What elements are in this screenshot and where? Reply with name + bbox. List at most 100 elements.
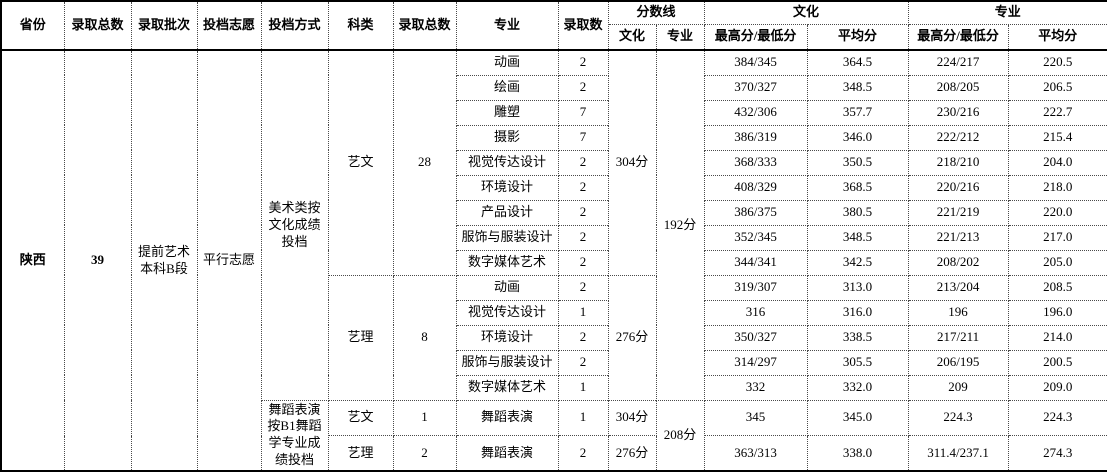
- count-cell: 1: [557, 399, 609, 437]
- count-cell: 1: [557, 374, 609, 401]
- header-row-1: 省份 录取总数 录取批次 投档志愿 投档方式 科类 录取总数 专业 录取数 分数…: [0, 0, 1107, 51]
- method-cell: 美术类按文化成绩投档: [260, 49, 329, 401]
- major-maxmin-cell: 208/205: [907, 74, 1009, 101]
- culture-maxmin-cell: 319/307: [703, 274, 808, 301]
- culture-maxmin-cell: 386/375: [703, 199, 808, 226]
- count-cell: 2: [557, 149, 609, 176]
- header-major-maxmin: 最高分/最低分: [907, 23, 1009, 51]
- table-row: 陕西 39 提前艺术本科B段 平行志愿 美术类按文化成绩投档 艺文 28 动画 …: [0, 49, 1107, 472]
- count-cell: 2: [557, 49, 609, 76]
- major-avg-cell: 274.3: [1007, 435, 1107, 472]
- subtotal-cell: 8: [392, 274, 457, 401]
- culture-maxmin-cell: 314/297: [703, 349, 808, 376]
- header-batch: 录取批次: [130, 0, 198, 51]
- table-row: 舞蹈表演按B1舞蹈学专业成绩投档 艺文 1 舞蹈表演 1 304分 208分 3…: [1, 399, 1107, 472]
- culture-maxmin-cell: 344/341: [703, 249, 808, 276]
- culture-avg-cell: 350.5: [806, 149, 909, 176]
- culture-avg-cell: 313.0: [806, 274, 909, 301]
- header-volunteer: 投档志愿: [196, 0, 262, 51]
- major-avg-cell: 200.5: [1007, 349, 1107, 376]
- major-maxmin-cell: 221/213: [907, 224, 1009, 251]
- culture-avg-cell: 345.0: [806, 399, 909, 437]
- major-cell: 产品设计: [455, 199, 559, 226]
- major-cell: 服饰与服装设计: [455, 349, 559, 376]
- major-maxmin-cell: 217/211: [907, 324, 1009, 351]
- culture-avg-cell: 332.0: [806, 374, 909, 401]
- header-category: 科类: [327, 0, 394, 51]
- major-cell: 摄影: [455, 124, 559, 151]
- culture-avg-cell: 357.7: [806, 99, 909, 126]
- header-culture-group: 文化: [703, 0, 909, 25]
- batch-cell: 提前艺术本科B段: [130, 49, 198, 472]
- subtotal-cell: 2: [392, 435, 457, 472]
- major-avg-cell: 220.0: [1007, 199, 1107, 226]
- major-avg-cell: 214.0: [1007, 324, 1107, 351]
- table-row: 艺理 8 动画 2 276分 319/307 313.0 213/204 208…: [1, 274, 1107, 401]
- count-cell: 2: [557, 324, 609, 351]
- table-row: 视觉传达设计 1 316 316.0 196 196.0: [1, 299, 1107, 326]
- line-culture-cell: 304分: [607, 49, 657, 276]
- table-row: 视觉传达设计 2 368/333 350.5 218/210 204.0: [1, 149, 1107, 176]
- total-cell: 39: [63, 49, 132, 472]
- category-cell: 艺理: [327, 274, 394, 401]
- culture-avg-cell: 380.5: [806, 199, 909, 226]
- major-avg-cell: 218.0: [1007, 174, 1107, 201]
- category-cell: 艺文: [327, 399, 394, 437]
- header-major: 专业: [455, 0, 559, 51]
- table-row: 产品设计 2 386/375 380.5 221/219 220.0: [1, 199, 1107, 226]
- major-cell: 舞蹈表演: [455, 435, 559, 472]
- table-row: 摄影 7 386/319 346.0 222/212 215.4: [1, 124, 1107, 151]
- count-cell: 1: [557, 299, 609, 326]
- table-row: 艺理 2 舞蹈表演 2 276分 363/313 338.0 311.4/237…: [1, 435, 1107, 472]
- culture-avg-cell: 348.5: [806, 74, 909, 101]
- major-maxmin-cell: 230/216: [907, 99, 1009, 126]
- major-maxmin-cell: 196: [907, 299, 1009, 326]
- culture-avg-cell: 368.5: [806, 174, 909, 201]
- header-culture-avg: 平均分: [806, 23, 909, 51]
- major-avg-cell: 222.7: [1007, 99, 1107, 126]
- major-cell: 环境设计: [455, 174, 559, 201]
- major-cell: 动画: [455, 274, 559, 301]
- major-maxmin-cell: 311.4/237.1: [907, 435, 1009, 472]
- culture-maxmin-cell: 345: [703, 399, 808, 437]
- major-maxmin-cell: 208/202: [907, 249, 1009, 276]
- category-cell: 艺文: [327, 49, 394, 276]
- major-avg-cell: 215.4: [1007, 124, 1107, 151]
- header-major-group: 专业: [907, 0, 1107, 25]
- major-maxmin-cell: 221/219: [907, 199, 1009, 226]
- major-cell: 视觉传达设计: [455, 299, 559, 326]
- line-culture-cell: 304分: [607, 399, 657, 437]
- major-maxmin-cell: 224/217: [907, 49, 1009, 76]
- culture-avg-cell: 338.0: [806, 435, 909, 472]
- major-avg-cell: 205.0: [1007, 249, 1107, 276]
- major-avg-cell: 196.0: [1007, 299, 1107, 326]
- header-province: 省份: [0, 0, 65, 51]
- volunteer-cell: 平行志愿: [196, 49, 262, 472]
- culture-avg-cell: 364.5: [806, 49, 909, 76]
- culture-avg-cell: 346.0: [806, 124, 909, 151]
- count-cell: 2: [557, 224, 609, 251]
- major-maxmin-cell: 213/204: [907, 274, 1009, 301]
- major-avg-cell: 220.5: [1007, 49, 1107, 76]
- header-count: 录取数: [557, 0, 609, 51]
- major-cell: 数字媒体艺术: [455, 249, 559, 276]
- table-header: 省份 录取总数 录取批次 投档志愿 投档方式 科类 录取总数 专业 录取数 分数…: [0, 0, 1107, 51]
- culture-avg-cell: 348.5: [806, 224, 909, 251]
- line-culture-cell: 276分: [607, 274, 657, 401]
- major-avg-cell: 217.0: [1007, 224, 1107, 251]
- culture-maxmin-cell: 350/327: [703, 324, 808, 351]
- header-scoreline-culture: 文化: [607, 23, 657, 51]
- table-row: 数字媒体艺术 1 332 332.0 209 209.0: [1, 374, 1107, 401]
- count-cell: 2: [557, 74, 609, 101]
- major-maxmin-cell: 206/195: [907, 349, 1009, 376]
- culture-maxmin-cell: 384/345: [703, 49, 808, 76]
- culture-maxmin-cell: 386/319: [703, 124, 808, 151]
- major-cell: 绘画: [455, 74, 559, 101]
- major-cell: 雕塑: [455, 99, 559, 126]
- major-cell: 视觉传达设计: [455, 149, 559, 176]
- header-total: 录取总数: [63, 0, 132, 51]
- major-maxmin-cell: 222/212: [907, 124, 1009, 151]
- culture-avg-cell: 305.5: [806, 349, 909, 376]
